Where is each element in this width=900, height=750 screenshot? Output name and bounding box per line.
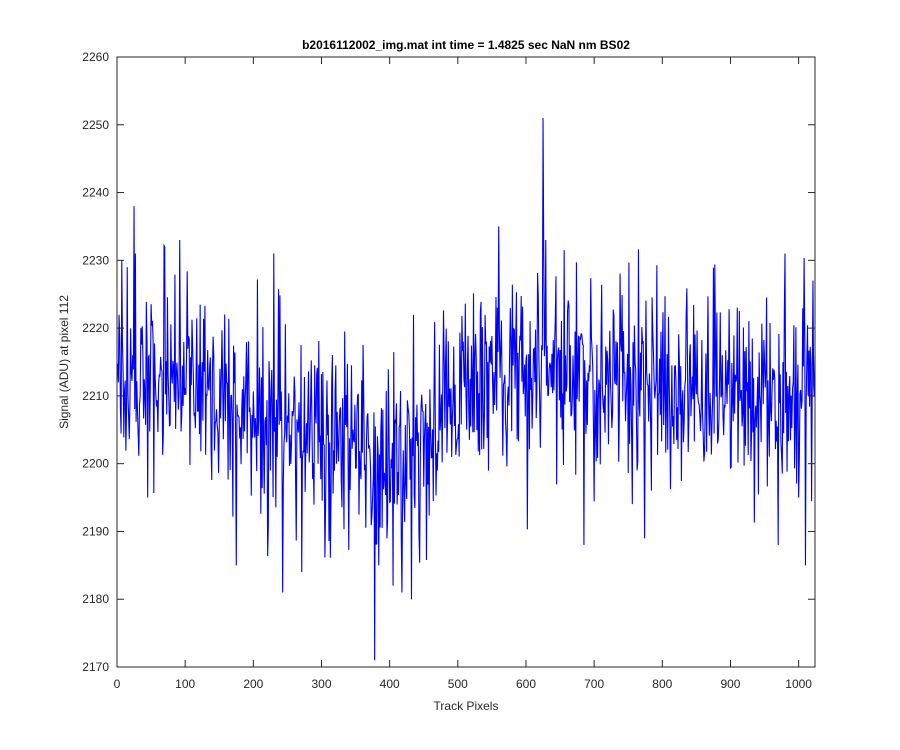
y-tick-label: 2250 xyxy=(82,118,109,132)
x-tick-label: 200 xyxy=(243,677,263,691)
y-axis-title: Signal (ADU) at pixel 112 xyxy=(57,295,71,429)
series-layer xyxy=(117,117,816,661)
x-tick-label: 700 xyxy=(584,677,604,691)
x-tick-label: 800 xyxy=(652,677,672,691)
axes-box xyxy=(116,56,816,668)
y-tick-label: 2210 xyxy=(82,389,109,403)
y-tick-label: 2180 xyxy=(82,592,109,606)
ticks-layer: 0 100 200 300 400 500 600 700 800 900 1000 2170 2180… xyxy=(82,50,815,691)
chart-title: b2016112002_img.mat int time = 1.4825 se… xyxy=(302,38,630,52)
x-tick-label: 0 xyxy=(114,677,121,691)
y-tick-label: 2190 xyxy=(82,524,109,538)
x-tick-label: 1000 xyxy=(785,677,812,691)
y-tick-label: 2220 xyxy=(82,321,109,335)
y-tick-label: 2200 xyxy=(82,457,109,471)
x-tick-label: 300 xyxy=(311,677,331,691)
x-tick-label: 900 xyxy=(720,677,740,691)
x-axis-title: Track Pixels xyxy=(434,699,499,713)
x-tick-label: 100 xyxy=(175,677,195,691)
y-tick-label: 2230 xyxy=(82,253,109,267)
y-tick-label: 2260 xyxy=(82,50,109,64)
x-tick-label: 400 xyxy=(380,677,400,691)
x-tick-label: 500 xyxy=(448,677,468,691)
signal-line xyxy=(117,117,816,661)
y-tick-label: 2240 xyxy=(82,186,109,200)
y-tick-label: 2170 xyxy=(82,660,109,674)
x-tick-label: 600 xyxy=(516,677,536,691)
